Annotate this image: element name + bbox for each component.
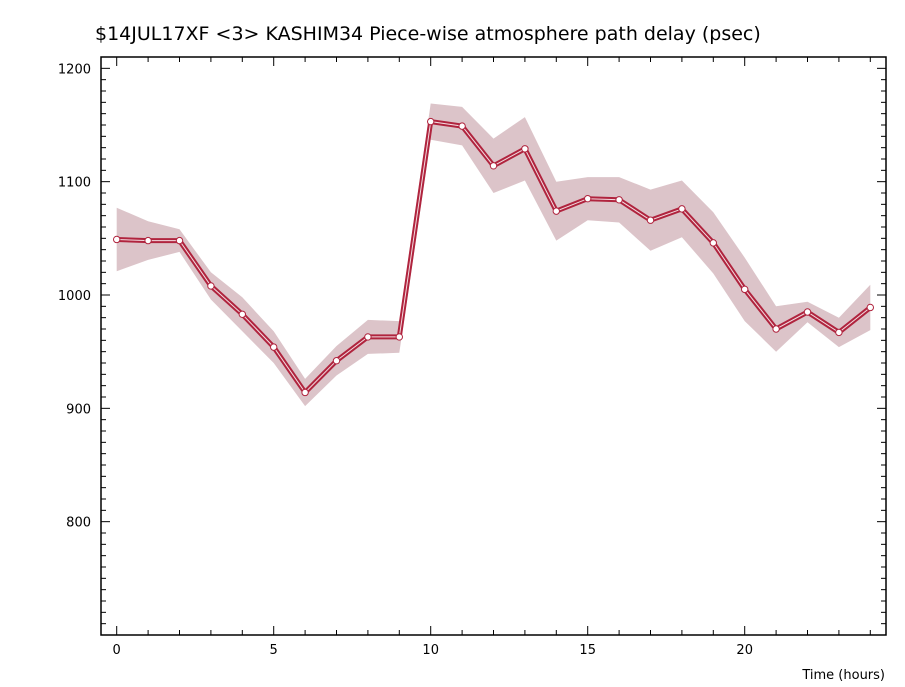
chart-title: $14JUL17XF <3> KASHIM34 Piece-wise atmos… <box>95 23 761 45</box>
data-point <box>395 333 403 341</box>
data-point <box>552 207 560 215</box>
data-point <box>427 117 435 126</box>
y-tick-label: 1100 <box>58 176 91 191</box>
data-point <box>866 303 874 312</box>
data-point <box>678 205 686 213</box>
data-point <box>646 216 655 224</box>
data-point <box>238 310 247 318</box>
data-point <box>584 194 592 203</box>
data-point <box>364 333 372 341</box>
data-point <box>175 236 184 245</box>
data-point <box>270 343 278 351</box>
y-tick-label: 900 <box>66 402 91 417</box>
x-tick-label: 5 <box>270 643 278 658</box>
data-point <box>332 357 341 365</box>
x-tick-label: 10 <box>422 643 439 658</box>
x-tick-label: 0 <box>113 643 121 658</box>
data-point <box>615 196 623 204</box>
data-point <box>741 285 749 294</box>
data-point <box>489 162 498 170</box>
data-point <box>709 239 717 247</box>
data-point <box>772 325 780 333</box>
data-point <box>458 122 466 130</box>
data-point <box>113 235 121 244</box>
error-band <box>116 103 871 407</box>
error-band-layer <box>116 103 871 407</box>
x-axis-label: Time (hours) <box>801 668 885 683</box>
data-point <box>144 236 152 245</box>
data-point <box>207 282 215 290</box>
y-tick-label: 1000 <box>58 289 91 304</box>
y-tick-label: 800 <box>66 516 91 531</box>
x-tick-label: 15 <box>579 643 596 658</box>
data-point <box>521 145 529 153</box>
data-point <box>301 388 309 397</box>
data-point <box>835 328 843 337</box>
data-point <box>803 308 812 316</box>
x-tick-label: 20 <box>736 643 753 658</box>
data-point-layer <box>113 117 874 397</box>
tick-labels: 0 5 10 15 20 800 900 1000 1100 1200 <box>58 62 753 658</box>
axis-ticks <box>101 57 886 635</box>
y-tick-label: 1200 <box>58 62 91 77</box>
